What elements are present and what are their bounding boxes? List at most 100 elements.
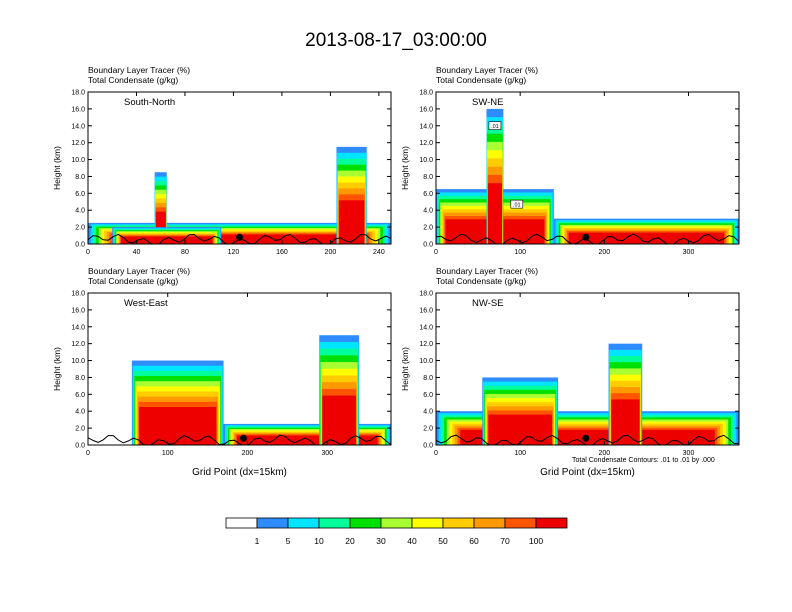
panel-frame [435,91,740,245]
panel-frame [87,292,392,446]
y-tick-label: 12.0 [419,341,433,348]
tracer-field [436,343,739,445]
y-tick-label: 6.0 [75,191,85,198]
subtitle-tracer: Boundary Layer Tracer (%) [88,65,190,75]
subtitle-tracer: Boundary Layer Tracer (%) [88,266,190,276]
y-tick-label: 2.0 [423,426,433,433]
y-tick-label: 14.0 [419,324,433,331]
y-axis-label: Height (km) [400,146,410,190]
y-tick-label: 16.0 [71,106,85,113]
y-tick-label: 6.0 [75,392,85,399]
x-tick-label: 160 [276,249,288,256]
location-marker [582,233,590,241]
panel-frame [435,292,740,446]
subtitle-condensate: Total Condensate (g/kg) [436,276,526,286]
colorbar-label: 70 [500,536,510,546]
x-tick-label: 200 [325,249,337,256]
colorbar-swatch [318,517,351,529]
colorbar-swatch [535,517,568,529]
colorbar-label: 20 [345,536,355,546]
y-axis-label: Height (km) [52,146,62,190]
y-tick-label: 16.0 [419,106,433,113]
x-tick-label: 100 [514,450,526,457]
subtitle-condensate: Total Condensate (g/kg) [88,276,178,286]
tracer-band-3-level-100 [322,395,356,445]
colorbar-swatch [256,517,289,529]
y-tick-label: 8.0 [423,174,433,181]
figure-title: 2013-08-17_03:00:00 [305,30,487,51]
contour-label-box [488,121,502,130]
colorbar-label: 60 [469,536,479,546]
x-tick-label: 200 [598,450,610,457]
y-tick-label: 2.0 [75,225,85,232]
colorbar-label: 5 [286,536,291,546]
y-tick-label: 12.0 [71,341,85,348]
subtitle-tracer: Boundary Layer Tracer (%) [436,266,538,276]
contour-label: .01 [513,203,521,209]
x-tick-label: 200 [242,450,254,457]
x-tick-label: 120 [228,249,240,256]
y-axis-label: Height (km) [52,347,62,391]
y-tick-label: 12.0 [419,140,433,147]
x-axis-label: Grid Point (dx=15km) [540,467,635,478]
x-axis-label: Grid Point (dx=15km) [192,467,287,478]
x-tick-label: 0 [434,450,438,457]
colorbar-label: 50 [438,536,448,546]
panel-1: 0.0 2.0 4.0 6.0 8.0 10.0 12.0 14.0 16.0 18.0 0 40 80… [52,65,392,256]
y-tick-label: 4.0 [423,208,433,215]
y-tick-label: 10.0 [419,157,433,164]
x-tick-label: 0 [86,249,90,256]
colorbar-label: 10 [314,536,324,546]
panel-4: 0.0 2.0 4.0 6.0 8.0 10.0 12.0 14.0 16.0 18.0 0 100 2… [400,266,740,478]
panel-frame [87,91,392,245]
panel-label: SW-NE [472,97,504,108]
colorbar-swatch [442,517,475,529]
colorbar-swatch [473,517,506,529]
location-marker [239,434,247,442]
y-tick-label: 0.0 [75,443,85,450]
tracer-field [88,335,391,445]
y-tick-label: 2.0 [423,225,433,232]
y-tick-label: 18.0 [71,291,85,298]
x-tick-label: 100 [514,249,526,256]
y-tick-label: 16.0 [419,307,433,314]
location-marker [236,233,243,241]
y-tick-label: 14.0 [71,123,85,130]
y-tick-label: 18.0 [419,291,433,298]
contour-label: .01 [491,124,499,130]
y-tick-label: 2.0 [75,426,85,433]
y-tick-label: 16.0 [71,307,85,314]
x-tick-label: 200 [598,249,610,256]
y-tick-label: 14.0 [419,123,433,130]
colorbar-swatch [225,517,258,529]
y-tick-label: 6.0 [423,392,433,399]
tracer-band-3-level-100 [611,399,640,445]
y-tick-label: 10.0 [419,358,433,365]
contour-label-box [510,199,524,209]
colorbar-swatch [504,517,537,529]
x-tick-label: 0 [434,249,438,256]
y-tick-label: 18.0 [71,90,85,97]
panel-2: .01 .01 0.0 2.0 4.0 6.0 8.0 10.0 12.0 14.0 16.0 18.… [400,65,740,256]
subtitle-condensate: Total Condensate (g/kg) [88,75,178,85]
y-tick-label: 0.0 [423,443,433,450]
x-tick-label: 300 [683,450,695,457]
x-tick-label: 300 [683,249,695,256]
y-tick-label: 6.0 [423,191,433,198]
colorbar-label: 30 [376,536,386,546]
x-tick-label: 300 [321,450,333,457]
tracer-band-2-level-100 [236,435,378,445]
colorbar-swatch [380,517,413,529]
tracer-band-3-level-100 [568,232,725,244]
y-tick-label: 18.0 [419,90,433,97]
x-tick-label: 0 [86,450,90,457]
tracer-band-4-level-100 [120,236,213,244]
tracer-band-2-level-100 [488,414,552,445]
panel-3: 0.0 2.0 4.0 6.0 8.0 10.0 12.0 14.0 16.0 18.0 0 100 2… [52,266,392,478]
y-tick-label: 4.0 [75,208,85,215]
tracer-band-2-level-100 [487,183,502,244]
y-axis-label: Height (km) [400,347,410,391]
tracer-field [436,108,739,244]
panel-label: NW-SE [472,298,504,309]
